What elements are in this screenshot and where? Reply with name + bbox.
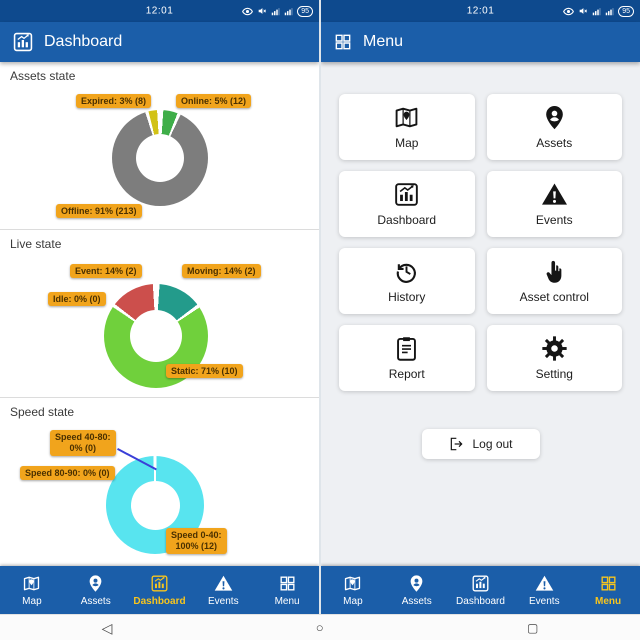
android-nav-bar: ◁ ○ ▢: [0, 614, 640, 640]
chart-badge-speed-40-80: Speed 40-80: 0% (0): [50, 430, 116, 456]
signal-icon: [592, 7, 601, 16]
chart-badge-event: Event: 14% (2): [70, 264, 142, 278]
menu-screen: 12:01 95 Menu Map: [321, 0, 640, 614]
nav-item-menu[interactable]: Menu: [255, 566, 319, 614]
location-pin-icon: [86, 574, 105, 593]
menu-grid: Map Assets Dashboard Events: [321, 62, 640, 391]
chart-badge-idle: Idle: 0% (0): [48, 292, 106, 306]
logout-icon: [448, 436, 464, 452]
assets-state-chart: Expired: 3% (8) Online: 5% (12) Offline:…: [0, 84, 319, 229]
menu-card-setting[interactable]: Setting: [486, 325, 622, 391]
assets-state-donut: [112, 110, 208, 206]
logout-button[interactable]: Log out: [421, 429, 540, 459]
chart-badge-online: Online: 5% (12): [176, 94, 252, 108]
dashboard-content: Assets state Expired: 3% (8) Online: 5% …: [0, 62, 319, 566]
status-icons: 95: [242, 0, 313, 22]
nav-item-assets[interactable]: Assets: [64, 566, 128, 614]
warning-icon: [535, 574, 554, 593]
menu-card-map[interactable]: Map: [339, 94, 475, 160]
speed-state-chart: Speed 40-80: 0% (0) Speed 80-90: 0% (0) …: [0, 420, 319, 566]
nav-item-dashboard[interactable]: Dashboard: [449, 566, 513, 614]
location-pin-icon: [407, 574, 426, 593]
chart-badge-expired: Expired: 3% (8): [76, 94, 152, 108]
nav-item-dashboard[interactable]: Dashboard: [128, 566, 192, 614]
chart-badge-moving: Moving: 14% (2): [182, 264, 261, 278]
status-time: 12:01: [145, 5, 174, 17]
nav-item-map[interactable]: Map: [0, 566, 64, 614]
home-button[interactable]: ○: [315, 620, 324, 635]
back-button[interactable]: ◁: [101, 619, 113, 636]
menu-card-report[interactable]: Report: [339, 325, 475, 391]
menu-card-asset-control[interactable]: Asset control: [486, 248, 622, 314]
status-bar: 12:01 95: [321, 0, 640, 22]
chart-badge-static: Static: 71% (10): [166, 364, 243, 378]
menu-content: Map Assets Dashboard Events: [321, 62, 640, 566]
dashboard-screen: 12:01 95 Dashboard Assets state: [0, 0, 319, 614]
app-header: Dashboard: [0, 22, 319, 62]
recent-apps-button[interactable]: ▢: [526, 620, 539, 635]
gear-icon: [541, 335, 568, 362]
status-bar: 12:01 95: [0, 0, 319, 22]
battery-indicator: 95: [297, 5, 313, 17]
warning-icon: [541, 181, 568, 208]
eye-icon: [242, 6, 253, 17]
section-title: Assets state: [10, 69, 76, 83]
chart-icon: [150, 574, 169, 593]
bottom-nav: Map Assets Dashboard Events Menu: [0, 566, 319, 614]
menu-card-dashboard[interactable]: Dashboard: [339, 171, 475, 237]
history-clock-icon: [393, 258, 420, 285]
live-state-section: Live state Event: 14% (2) Moving: 14% (2…: [0, 230, 319, 398]
nav-item-map[interactable]: Map: [321, 566, 385, 614]
chart-badge-speed-0-40: Speed 0-40: 100% (12): [166, 528, 227, 554]
app-header: Menu: [321, 22, 640, 62]
warning-icon: [214, 574, 233, 593]
nav-item-assets[interactable]: Assets: [385, 566, 449, 614]
pointing-hand-icon: [541, 258, 568, 285]
nav-item-menu[interactable]: Menu: [576, 566, 640, 614]
map-icon: [22, 574, 41, 593]
nav-item-events[interactable]: Events: [191, 566, 255, 614]
mute-icon: [578, 6, 588, 16]
page-title: Menu: [363, 33, 404, 50]
chart-icon: [393, 181, 420, 208]
assets-state-section: Assets state Expired: 3% (8) Online: 5% …: [0, 62, 319, 230]
clipboard-icon: [393, 335, 420, 362]
speed-state-section: Speed state Speed 40-80: 0% (0) Speed 80…: [0, 398, 319, 566]
status-icons: 95: [563, 0, 634, 22]
page-title: Dashboard: [44, 33, 123, 50]
signal-icon: [284, 7, 293, 16]
grid-icon: [599, 574, 618, 593]
grid-icon: [278, 574, 297, 593]
nav-item-events[interactable]: Events: [512, 566, 576, 614]
dashboard-icon: [12, 31, 34, 53]
signal-icon: [605, 7, 614, 16]
grid-icon: [333, 32, 353, 52]
menu-card-events[interactable]: Events: [486, 171, 622, 237]
chart-icon: [471, 574, 490, 593]
menu-card-assets[interactable]: Assets: [486, 94, 622, 160]
location-pin-icon: [541, 104, 568, 131]
live-state-chart: Event: 14% (2) Moving: 14% (2) Idle: 0% …: [0, 252, 319, 397]
bottom-nav: Map Assets Dashboard Events Menu: [321, 566, 640, 614]
map-icon: [393, 104, 420, 131]
chart-badge-speed-80-90: Speed 80-90: 0% (0): [20, 466, 115, 480]
menu-card-history[interactable]: History: [339, 248, 475, 314]
battery-indicator: 95: [618, 5, 634, 17]
map-icon: [343, 574, 362, 593]
section-title: Speed state: [10, 405, 75, 419]
section-title: Live state: [10, 237, 62, 251]
eye-icon: [563, 6, 574, 17]
signal-icon: [271, 7, 280, 16]
live-state-donut: [104, 284, 208, 388]
status-time: 12:01: [466, 5, 495, 17]
mute-icon: [257, 6, 267, 16]
chart-badge-offline: Offline: 91% (213): [56, 204, 142, 218]
